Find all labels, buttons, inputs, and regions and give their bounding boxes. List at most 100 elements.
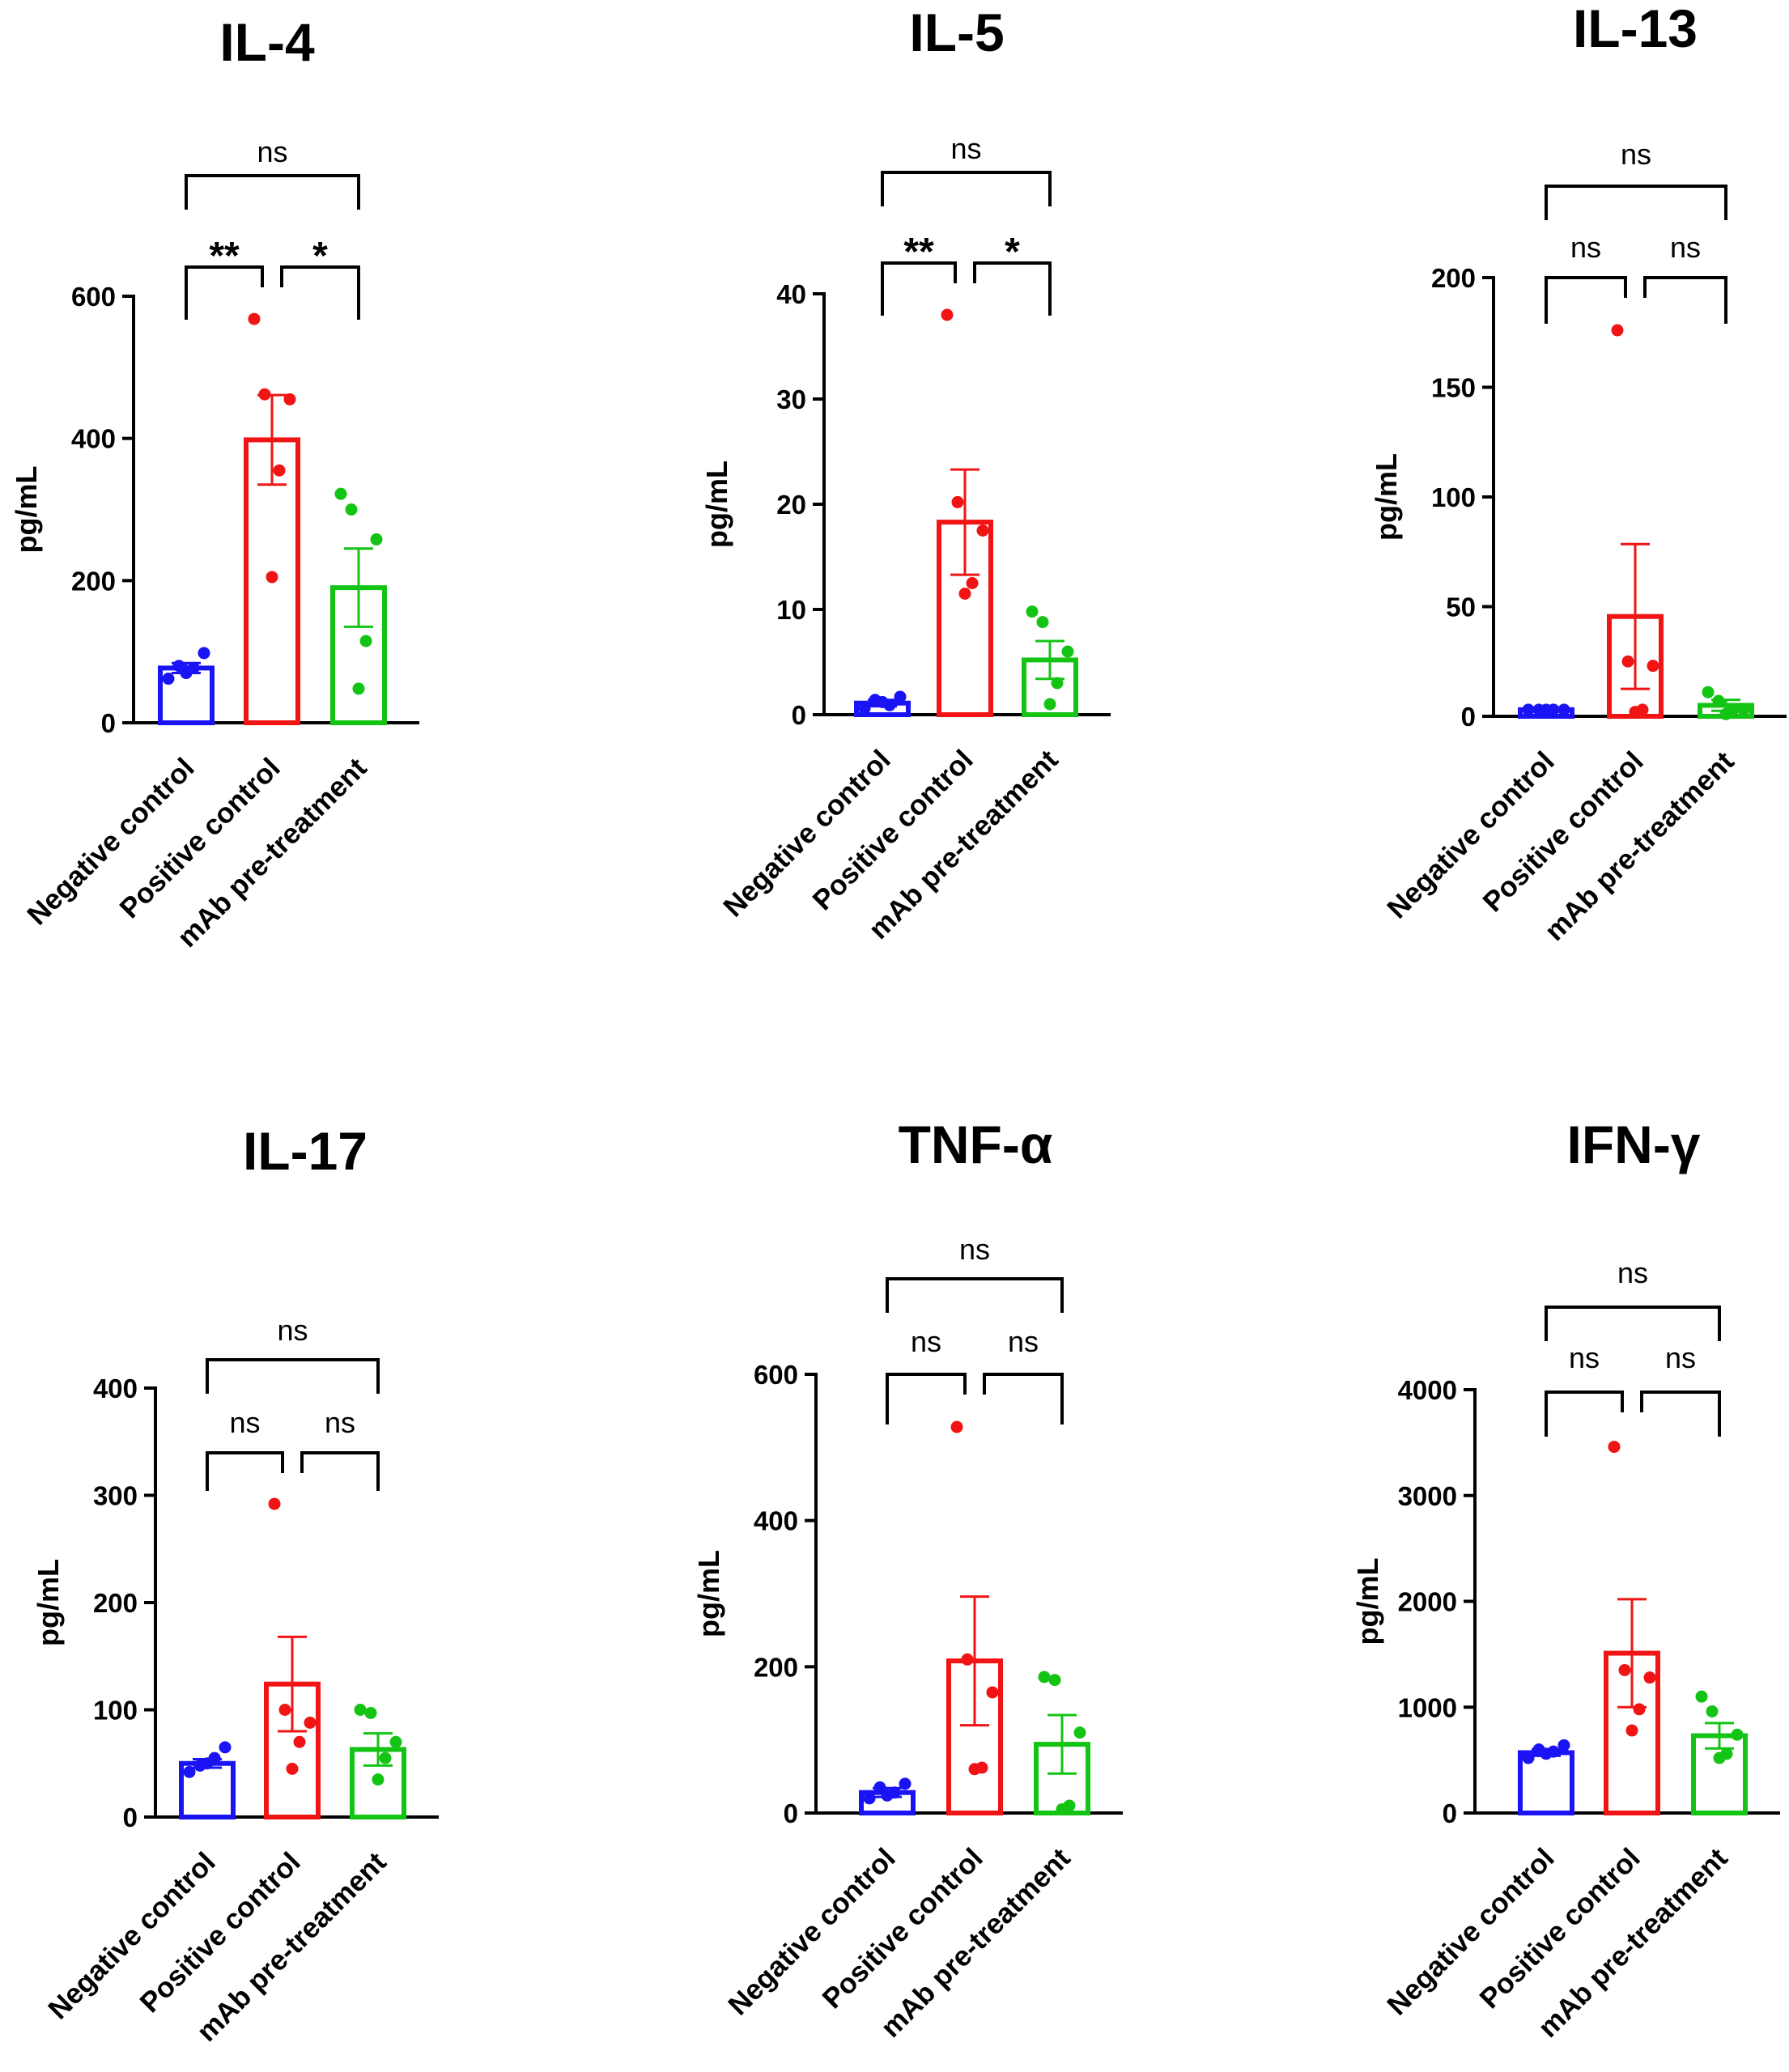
y-tick-label: 3000 — [1398, 1481, 1457, 1511]
y-tick-label: 0 — [101, 708, 116, 738]
significance-label: ns — [229, 1406, 260, 1439]
significance-label: * — [312, 235, 328, 278]
significance-bracket — [1545, 1306, 1721, 1341]
data-point — [352, 682, 365, 695]
significance-bracket — [206, 1451, 284, 1491]
significance-label: ns — [325, 1406, 355, 1439]
data-point — [899, 1777, 911, 1790]
y-axis-label: pg/mL — [1351, 1558, 1384, 1645]
significance-bracket — [1545, 1391, 1624, 1437]
significance-label: ** — [209, 235, 240, 278]
data-point — [180, 667, 193, 680]
data-point — [1038, 1671, 1051, 1684]
y-tick-label: 2000 — [1398, 1587, 1457, 1617]
data-point — [278, 1704, 291, 1716]
y-tick-label: 0 — [1461, 702, 1476, 732]
data-point — [1522, 1751, 1535, 1764]
data-point — [364, 1706, 377, 1719]
data-point — [183, 1765, 196, 1778]
significance-label: ns — [950, 132, 981, 165]
y-tick-label: 0 — [1443, 1798, 1457, 1828]
significance-bracket — [886, 1373, 967, 1424]
significance-bracket — [280, 265, 360, 320]
data-point — [266, 571, 278, 584]
data-point — [258, 388, 271, 401]
y-tick-label: 600 — [754, 1360, 798, 1390]
data-point — [863, 1792, 876, 1805]
data-point — [1026, 605, 1039, 618]
significance-bracket — [983, 1373, 1064, 1424]
y-tick-label: 100 — [93, 1696, 138, 1726]
data-point — [1540, 1747, 1553, 1760]
data-point — [248, 312, 261, 325]
data-point — [372, 1773, 385, 1786]
data-point — [1540, 703, 1553, 716]
y-tick-label: 400 — [93, 1374, 138, 1403]
y-tick-label: 100 — [1431, 482, 1476, 512]
x-category-label: Positive control — [134, 1846, 306, 2019]
data-point — [379, 1751, 392, 1764]
data-point — [1061, 645, 1074, 658]
data-point — [345, 503, 358, 516]
significance-label: ns — [1621, 138, 1651, 171]
significance-bracket — [206, 1358, 380, 1394]
significance-bracket — [1545, 185, 1727, 220]
y-tick-label: 0 — [123, 1802, 138, 1832]
data-point — [1048, 1674, 1061, 1687]
data-point — [219, 1741, 232, 1754]
data-point — [1625, 1724, 1638, 1737]
data-point — [1522, 703, 1535, 716]
data-point — [1618, 1663, 1631, 1676]
data-point — [951, 495, 964, 508]
data-point — [986, 1686, 999, 1699]
data-point — [1633, 1703, 1646, 1716]
data-point — [1051, 677, 1064, 690]
data-point — [941, 308, 954, 321]
data-point — [283, 393, 296, 405]
x-category-label: Positive control — [816, 1842, 988, 2015]
y-tick-label: 400 — [71, 424, 116, 454]
y-tick-label: 600 — [71, 282, 116, 312]
data-point — [1731, 1728, 1744, 1741]
data-point — [1043, 698, 1056, 711]
significance-label: ** — [903, 231, 934, 274]
y-tick-label: 150 — [1431, 373, 1476, 403]
chart-title: IL-13 — [1573, 0, 1698, 58]
y-axis-label: pg/mL — [700, 461, 733, 548]
data-point — [198, 647, 210, 660]
significance-bracket — [300, 1451, 380, 1491]
data-point — [950, 1420, 963, 1433]
data-point — [1706, 1705, 1719, 1717]
data-point — [286, 1762, 299, 1775]
data-point — [873, 1781, 886, 1794]
data-point — [268, 1497, 281, 1510]
chart-title: IFN-γ — [1567, 1115, 1701, 1174]
significance-label: ns — [1570, 231, 1601, 264]
data-point — [858, 702, 871, 715]
y-tick-label: 4000 — [1398, 1375, 1457, 1405]
y-tick-label: 0 — [784, 1798, 798, 1828]
significance-label: ns — [1617, 1256, 1648, 1289]
data-point — [359, 635, 372, 648]
data-point — [961, 1653, 974, 1666]
data-point — [293, 1735, 306, 1748]
y-axis-label: pg/mL — [32, 1559, 65, 1646]
data-point — [304, 1716, 317, 1729]
significance-label: * — [1005, 231, 1020, 274]
x-category-label: Positive control — [113, 752, 286, 924]
x-category-label: Negative control — [1381, 745, 1560, 924]
data-point — [1702, 686, 1715, 698]
chart-panel-il-13: IL-13 0 50 100 150 200 pg/mL Negative controlPo… — [1370, 0, 1787, 947]
significance-label: ns — [911, 1325, 941, 1358]
significance-bracket — [881, 261, 957, 316]
data-point — [958, 588, 971, 600]
y-tick-label: 50 — [1446, 592, 1476, 622]
data-point — [976, 524, 989, 537]
y-tick-label: 10 — [776, 595, 806, 625]
y-tick-label: 40 — [776, 279, 806, 309]
chart-title: IL-17 — [243, 1121, 368, 1181]
chart-title: TNF-α — [899, 1115, 1053, 1174]
